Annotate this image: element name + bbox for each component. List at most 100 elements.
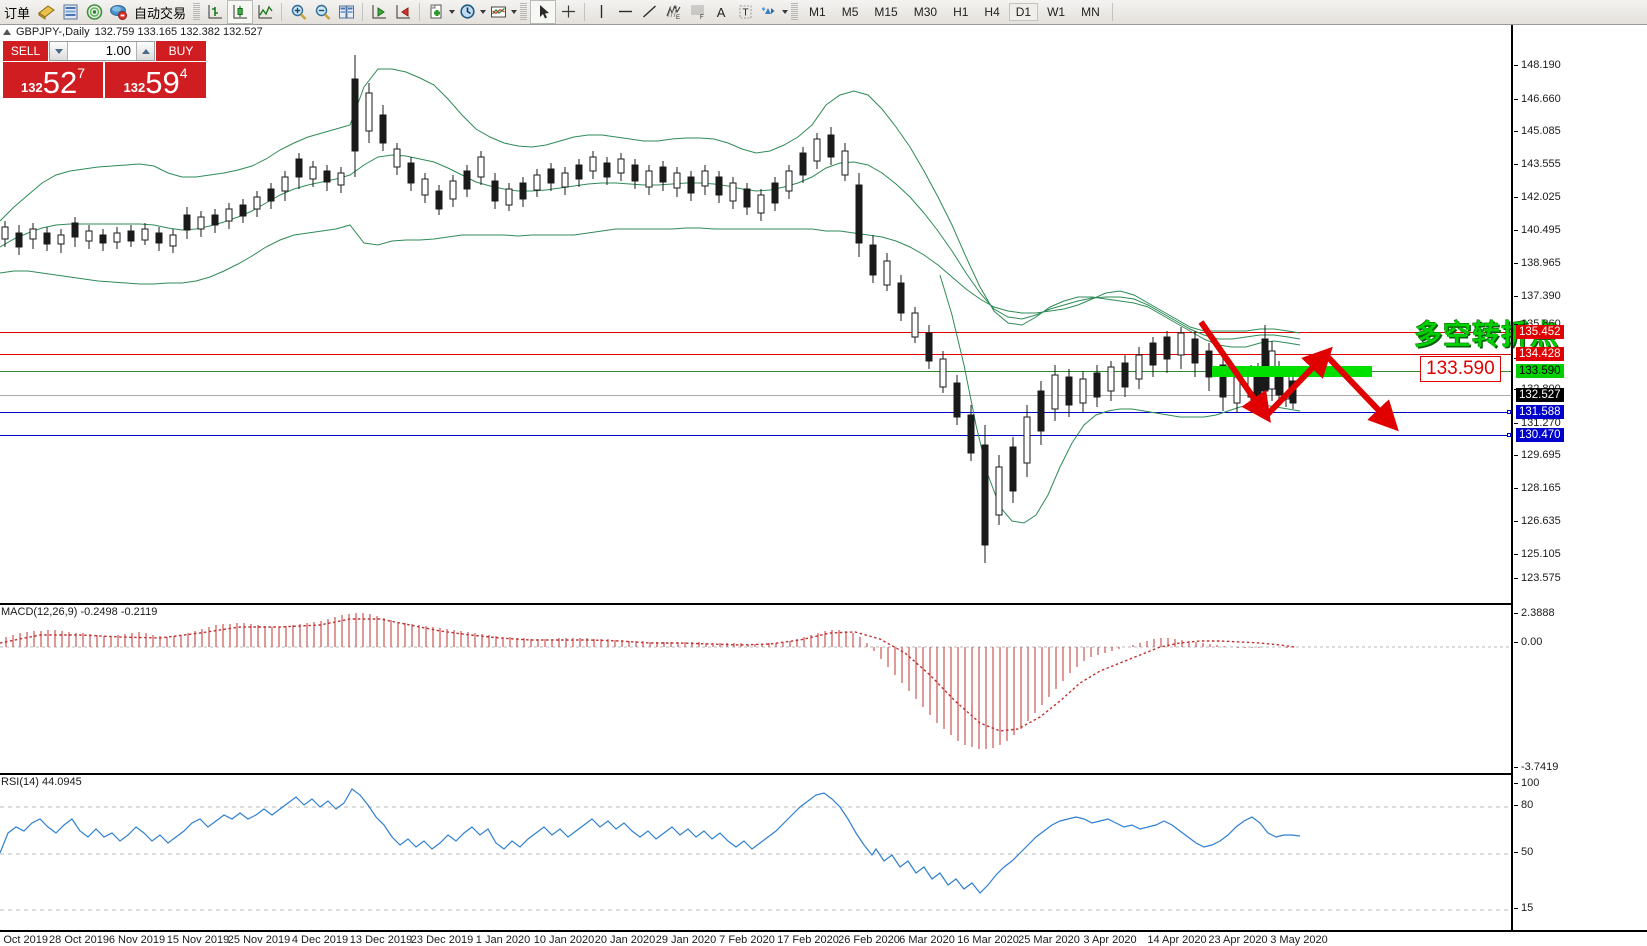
templates-icon[interactable] [486, 1, 510, 23]
date-tick: 25 Mar 2020 [1018, 934, 1080, 946]
volume-stepper[interactable]: 1.00 [49, 41, 155, 61]
hline-135452[interactable] [0, 332, 1511, 333]
toolbar-grip [193, 3, 201, 21]
date-tick: 23 Apr 2020 [1208, 934, 1268, 946]
date-axis[interactable]: 18 Oct 2019 28 Oct 2019 6 Nov 2019 15 No… [0, 930, 1647, 946]
play-back-icon[interactable] [391, 1, 415, 23]
tab-timeframe-h1[interactable]: H1 [953, 5, 969, 19]
sell-price-display[interactable]: 132 52 7 [3, 62, 105, 98]
price-tag-130470[interactable]: 130.470 [1516, 428, 1564, 442]
text-label-icon[interactable]: T [733, 1, 757, 23]
bar-chart-icon[interactable] [203, 1, 227, 23]
text-icon[interactable]: A [716, 4, 726, 20]
broadcast-icon[interactable] [82, 1, 106, 23]
chevron-down-icon-4[interactable] [782, 10, 789, 14]
volume-decrease-button[interactable] [50, 42, 68, 60]
play-forward-icon[interactable] [367, 1, 391, 23]
price-tag-current: 132.527 [1516, 388, 1564, 402]
volume-input[interactable]: 1.00 [105, 43, 131, 58]
buy-price-fraction: 4 [179, 65, 188, 81]
price-tick: 140.495 [1514, 224, 1561, 236]
price-tick: 148.190 [1514, 59, 1561, 71]
macd-pane[interactable]: MACD(12,26,9) -0.2498 -0.2119 [0, 603, 1511, 769]
chart-window[interactable]: GBPJPY-,Daily 132.759 133.165 132.382 13… [0, 25, 1647, 946]
rsi-tick: 15 [1513, 902, 1534, 914]
order-button-label[interactable]: 订单 [4, 5, 31, 21]
tab-timeframe-m5[interactable]: M5 [841, 5, 859, 19]
hline-130470[interactable] [0, 433, 1511, 437]
date-tick: 15 Nov 2019 [166, 934, 230, 946]
zoom-out-icon[interactable] [310, 1, 334, 23]
tab-timeframe-m15[interactable]: M15 [874, 5, 898, 19]
down-arrow-2 [1322, 351, 1399, 432]
zoom-in-icon[interactable] [286, 1, 310, 23]
tab-timeframe-d1[interactable]: D1 [1008, 3, 1039, 21]
price-tag-131588[interactable]: 131.588 [1516, 405, 1564, 419]
support-zone-highlight[interactable] [1212, 366, 1372, 377]
chevron-down-icon-2[interactable] [480, 10, 487, 14]
occ-price-row[interactable]: 132 52 7 132 59 4 [3, 62, 206, 98]
buy-price-prefix: 132 [123, 80, 146, 95]
date-tick: 17 Feb 2020 [777, 934, 839, 946]
rsi-tick: 80 [1513, 799, 1534, 811]
fibo-icon[interactable]: F [685, 1, 709, 23]
trend-arrow-annotations[interactable] [0, 25, 1511, 578]
price-tag-134428[interactable]: 134.428 [1516, 347, 1564, 361]
hline-133590[interactable] [0, 371, 1511, 372]
tab-timeframe-m30[interactable]: M30 [913, 5, 938, 19]
sell-price-fraction: 7 [77, 65, 85, 81]
hline-134428[interactable] [0, 354, 1511, 355]
price-tag-135452[interactable]: 135.452 [1516, 325, 1564, 339]
window-tile-icon[interactable] [334, 1, 358, 23]
date-tick: 6 Mar 2020 [899, 934, 955, 946]
price-tick: 138.965 [1514, 257, 1561, 269]
price-axis[interactable]: 148.190 146.660 145.085 143.555 142.025 … [1511, 25, 1647, 930]
autotrade-icon[interactable] [106, 1, 130, 23]
autotrade-label[interactable]: 自动交易 [134, 5, 187, 21]
tab-timeframe-w1[interactable]: W1 [1047, 5, 1066, 19]
chart-menu-icon[interactable] [3, 28, 11, 35]
one-click-trading-panel[interactable]: SELL 1.00 BUY 132 52 7 132 59 4 [3, 41, 206, 98]
new-order-icon[interactable] [34, 1, 58, 23]
trendline-icon[interactable] [637, 1, 661, 23]
price-tick: 126.635 [1514, 515, 1561, 527]
sell-button[interactable]: SELL [3, 41, 49, 61]
tab-timeframe-h4[interactable]: H4 [984, 5, 1000, 19]
line-chart-icon[interactable] [253, 1, 277, 23]
vline-icon[interactable] [589, 1, 613, 23]
chevron-down-icon-3[interactable] [511, 10, 518, 14]
chart-ohlc-values: 132.759 133.165 132.382 132.527 [94, 25, 263, 38]
occ-top-row[interactable]: SELL 1.00 BUY [3, 41, 206, 61]
hline-131588[interactable] [0, 410, 1511, 414]
price-tick: 137.390 [1514, 290, 1561, 302]
hline-icon[interactable] [613, 1, 637, 23]
tab-timeframe-m1[interactable]: M1 [809, 5, 826, 19]
price-tick: 142.025 [1514, 191, 1561, 203]
chevron-down-icon[interactable] [449, 10, 456, 14]
buy-price-display[interactable]: 132 59 4 [105, 62, 206, 98]
candlestick-chart-icon[interactable] [227, 0, 254, 24]
volume-increase-button[interactable] [136, 42, 154, 60]
buy-button[interactable]: BUY [155, 41, 206, 61]
main-toolbar[interactable]: 订单 自动交易 [0, 0, 1647, 25]
period-icon[interactable] [455, 1, 479, 23]
price-tick: 145.085 [1514, 125, 1561, 137]
price-tag-133590[interactable]: 133.590 [1516, 364, 1564, 378]
date-tick: 14 Apr 2020 [1147, 934, 1207, 946]
toolbar-divider [281, 3, 283, 21]
cursor-icon[interactable] [530, 0, 557, 24]
crosshair-icon[interactable] [556, 1, 580, 23]
toolbar-grip-3 [791, 3, 799, 21]
rsi-tick: 100 [1513, 777, 1540, 789]
price-pane[interactable]: 多空转折点 133.590 [0, 25, 1558, 578]
date-tick: 1 Jan 2020 [475, 934, 531, 946]
tab-timeframe-mn[interactable]: MN [1081, 5, 1100, 19]
chart-symbol-label: GBPJPY-,Daily [16, 25, 90, 38]
date-tick: 7 Feb 2020 [719, 934, 775, 946]
rsi-pane[interactable]: RSI(14) 44.0945 [0, 773, 1511, 930]
market-watch-icon[interactable] [58, 1, 82, 23]
add-indicator-icon[interactable] [424, 1, 448, 23]
objects-icon[interactable] [757, 1, 781, 23]
price-tick: 131.270 [1514, 417, 1561, 429]
elliott-wave-icon[interactable]: E [661, 1, 685, 23]
